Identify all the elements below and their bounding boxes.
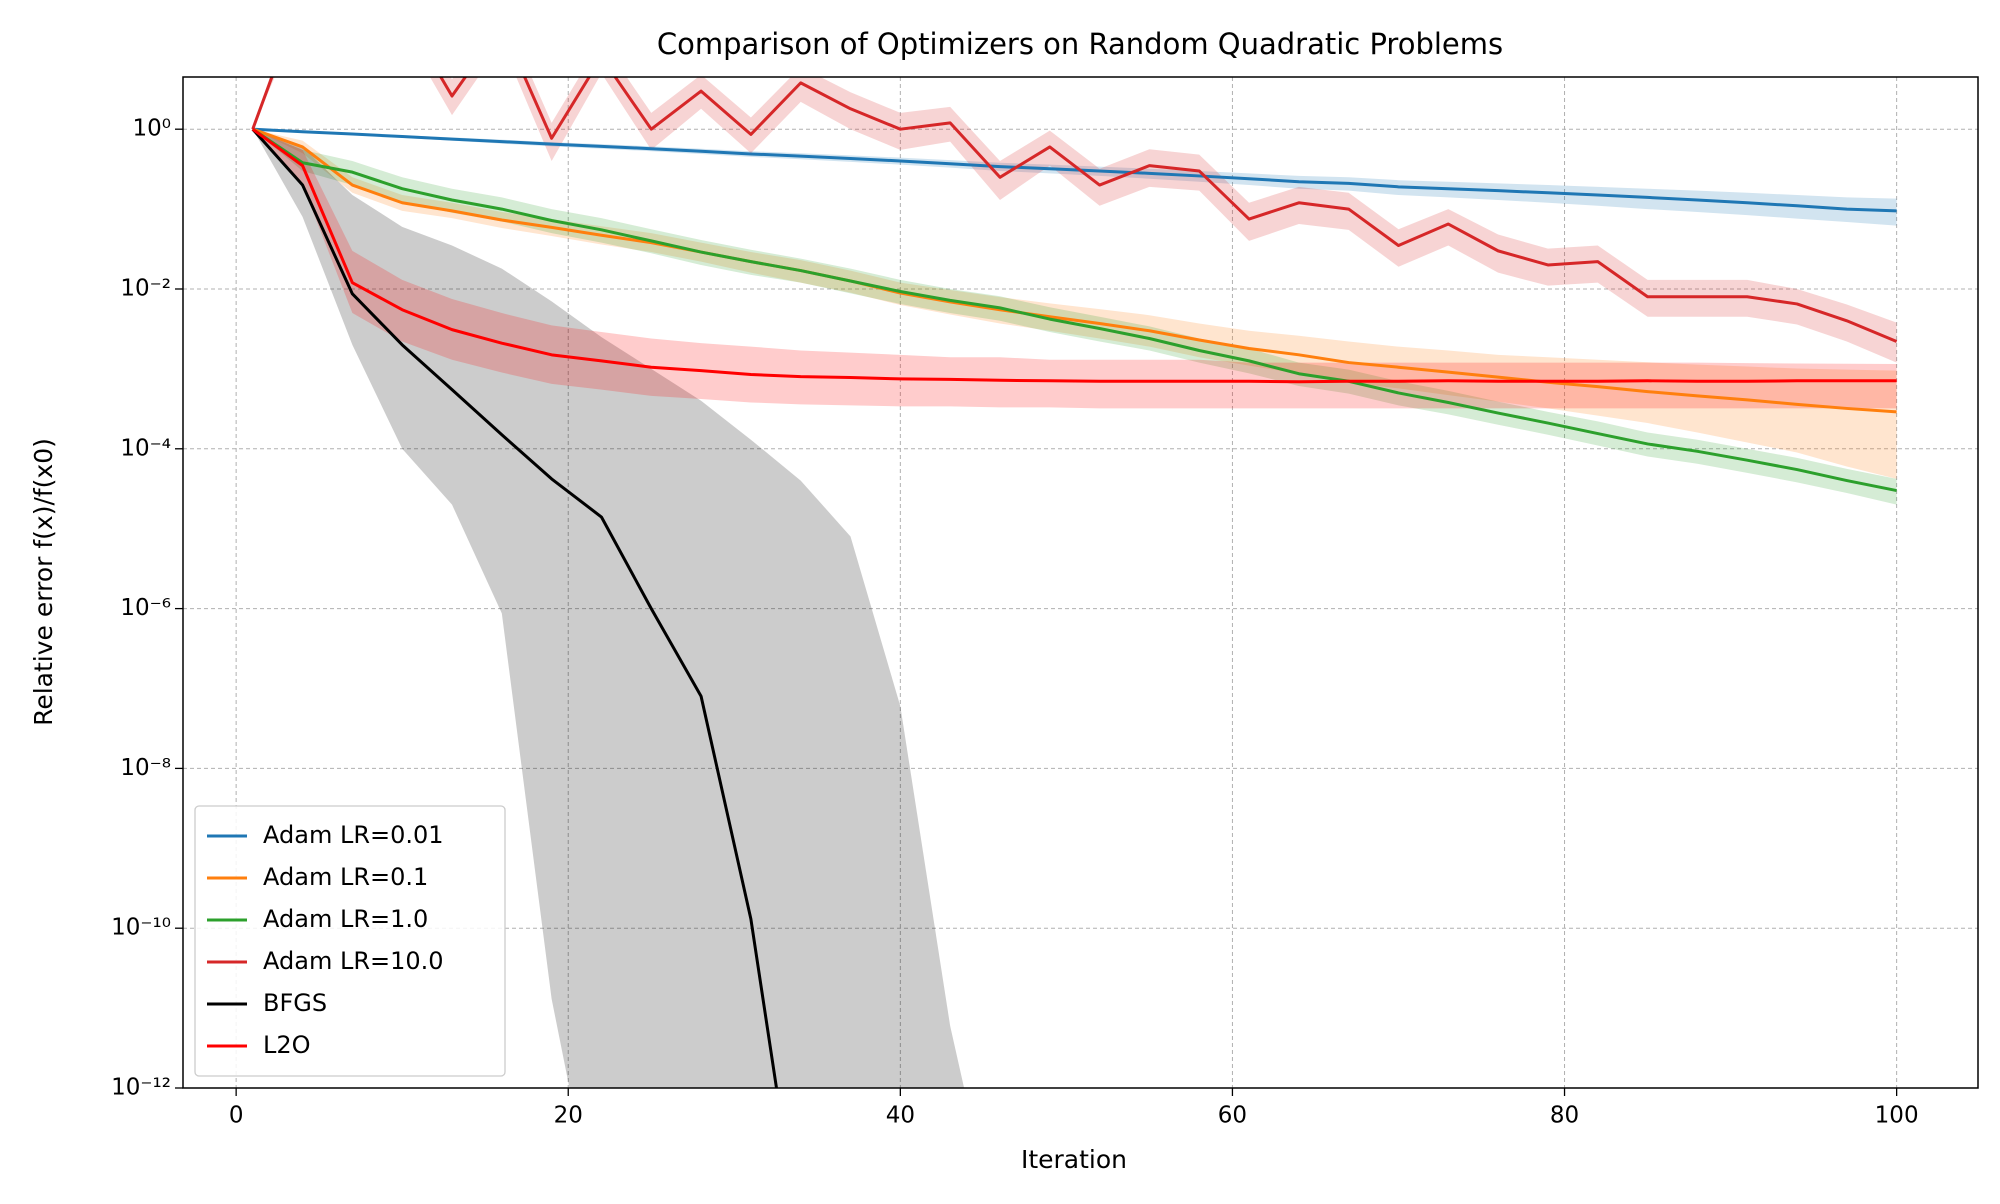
y-tick-label: 10⁻⁸ (120, 755, 171, 781)
series-line (251, 127, 1897, 493)
x-tick-label: 0 (229, 1103, 244, 1129)
legend-label: L2O (263, 1031, 311, 1059)
legend: Adam LR=0.01 Adam LR=0.1 Adam LR=1.0 Adam L… (194, 805, 506, 1077)
y-tick-label: 10⁻² (120, 275, 171, 301)
legend-label: BFGS (263, 989, 327, 1017)
x-tick-label: 60 (1218, 1103, 1247, 1129)
x-axis-label: Iteration (1021, 1145, 1127, 1174)
x-tick-label: 20 (554, 1103, 583, 1129)
x-tick-label: 100 (1875, 1103, 1919, 1129)
legend-label: Adam LR=0.1 (263, 863, 428, 891)
series-line (251, 128, 779, 1088)
legend-label: Adam LR=1.0 (263, 905, 428, 933)
legend-box (194, 805, 506, 1077)
y-tick-label: 10⁻¹² (111, 1075, 171, 1101)
axes-frame (182, 76, 1979, 1089)
x-tick-label: 80 (1550, 1103, 1579, 1129)
y-axis-label: Relative error f(x)/f(x0) (29, 438, 58, 726)
confidence-band (252, 129, 1897, 479)
series-line (252, 127, 1897, 414)
series-line (251, 127, 1897, 384)
x-tick-label: 40 (886, 1103, 915, 1129)
y-tick-label: 10⁻¹⁰ (111, 915, 171, 941)
legend-label: Adam LR=0.01 (263, 821, 444, 849)
y-tick-label: 10⁻⁴ (120, 435, 171, 461)
axes: 0 20 40 60 80 100 10⁰ 10⁻² 10⁻⁴ 10⁻⁶ 10⁻⁸ 10⁻¹⁰ 10⁻¹… (111, 116, 1918, 1129)
y-tick-label: 10⁰ (133, 116, 172, 142)
y-tick-label: 10⁻⁶ (120, 595, 171, 621)
series-line (252, 127, 1897, 213)
chart-title: Comparison of Optimizers on Random Quadr… (657, 27, 1503, 61)
plot-area (251, 77, 1898, 1088)
series-line (251, 77, 1898, 343)
legend-label: Adam LR=10.0 (263, 947, 444, 975)
